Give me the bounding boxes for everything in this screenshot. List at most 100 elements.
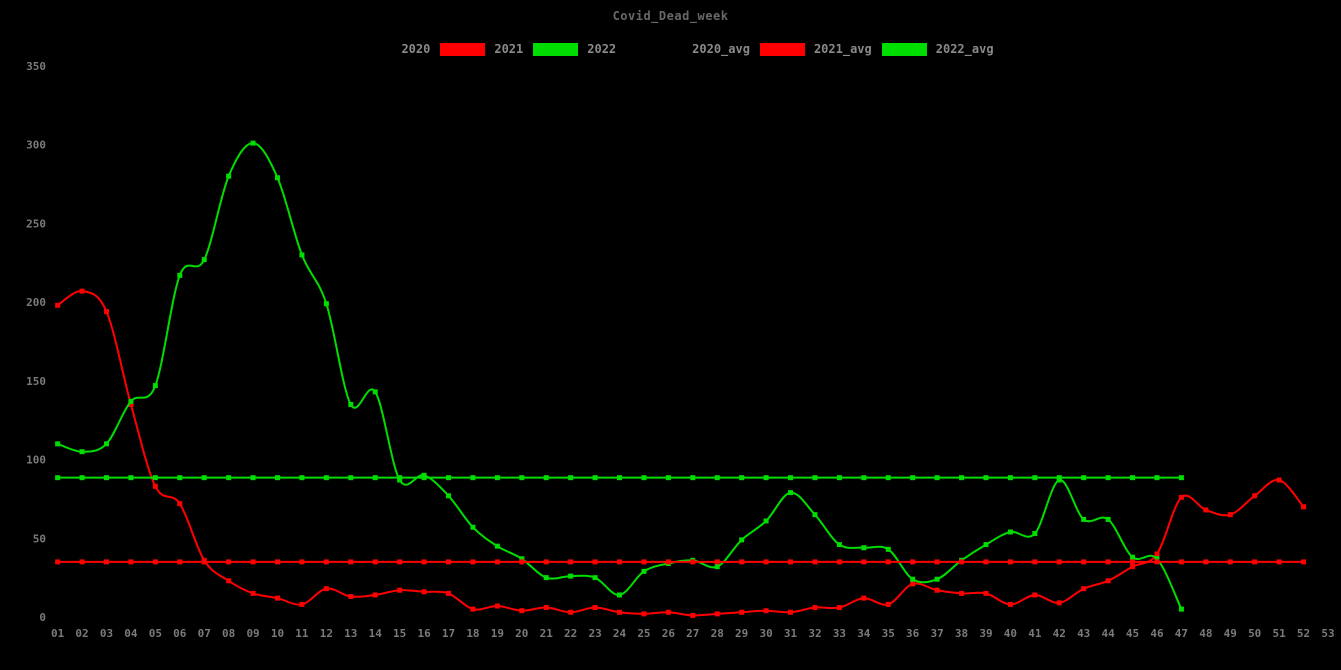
x-tick-label: 46 xyxy=(1150,627,1164,640)
x-tick-label: 49 xyxy=(1224,627,1237,640)
data-point-marker xyxy=(568,573,574,579)
data-point-marker xyxy=(152,475,158,481)
data-point-marker xyxy=(739,609,745,615)
data-point-marker xyxy=(739,537,745,543)
data-point-marker xyxy=(910,475,916,481)
x-tick-label: 30 xyxy=(759,627,772,640)
data-point-marker xyxy=(568,609,574,615)
data-point-marker xyxy=(470,606,476,612)
data-point-marker xyxy=(250,140,256,146)
data-point-marker xyxy=(1252,559,1258,565)
y-tick-label: 0 xyxy=(39,611,46,624)
legend-swatch-2020 xyxy=(347,42,393,56)
data-point-marker xyxy=(690,612,696,618)
data-point-marker xyxy=(543,559,549,565)
x-tick-label: 36 xyxy=(906,627,920,640)
data-point-marker xyxy=(959,590,965,596)
x-tick-label: 09 xyxy=(246,627,259,640)
data-point-marker xyxy=(641,559,647,565)
x-tick-label: 40 xyxy=(1004,627,1017,640)
data-point-marker xyxy=(959,559,965,565)
x-tick-label: 47 xyxy=(1175,627,1188,640)
x-tick-label: 33 xyxy=(833,627,846,640)
data-point-marker xyxy=(568,475,574,481)
data-point-marker xyxy=(201,257,207,263)
data-point-marker xyxy=(470,524,476,530)
data-point-marker xyxy=(690,475,696,481)
data-point-marker xyxy=(543,575,549,581)
data-point-marker xyxy=(421,589,427,595)
data-point-marker xyxy=(519,608,525,614)
data-point-marker xyxy=(1301,559,1307,565)
data-point-marker xyxy=(103,559,109,565)
data-point-marker xyxy=(494,603,500,609)
data-point-marker xyxy=(836,542,842,548)
data-point-marker xyxy=(885,546,891,552)
data-point-marker xyxy=(1252,493,1258,499)
x-tick-label: 12 xyxy=(320,627,333,640)
data-point-marker xyxy=(1178,475,1184,481)
data-point-marker xyxy=(1227,559,1233,565)
x-axis-tick-labels: 01 02 03 04 05 06 07 08 09 10 11 12 13 14 15 16 17 18 19 20… xyxy=(51,627,1335,640)
data-point-marker xyxy=(177,272,183,278)
data-point-marker xyxy=(177,501,183,507)
data-point-marker xyxy=(836,559,842,565)
x-tick-label: 43 xyxy=(1077,627,1090,640)
data-point-marker xyxy=(446,559,452,565)
data-point-marker xyxy=(446,493,452,499)
data-point-marker xyxy=(910,581,916,587)
data-point-marker xyxy=(1227,512,1233,518)
data-point-marker xyxy=(617,592,623,598)
data-point-marker xyxy=(861,595,867,601)
x-tick-label: 53 xyxy=(1321,627,1334,640)
data-point-marker xyxy=(934,576,940,582)
data-point-marker xyxy=(739,475,745,481)
data-point-marker xyxy=(1203,507,1209,513)
data-point-marker xyxy=(592,475,598,481)
x-tick-label: 28 xyxy=(711,627,724,640)
x-tick-label: 13 xyxy=(344,627,357,640)
data-point-marker xyxy=(55,441,61,447)
data-point-marker xyxy=(885,559,891,565)
data-point-marker xyxy=(1130,559,1136,565)
data-point-marker xyxy=(275,475,280,481)
x-tick-label: 15 xyxy=(393,627,406,640)
data-point-marker xyxy=(617,559,623,565)
chart-title: Covid_Dead_week xyxy=(612,9,729,23)
data-point-marker xyxy=(885,601,891,607)
data-point-marker xyxy=(519,556,525,562)
x-tick-label: 50 xyxy=(1248,627,1261,640)
data-point-marker xyxy=(519,475,525,481)
x-tick-label: 39 xyxy=(979,627,992,640)
x-tick-label: 04 xyxy=(124,627,138,640)
data-point-marker xyxy=(788,490,794,496)
data-point-marker xyxy=(1032,559,1038,565)
data-point-marker xyxy=(983,542,989,548)
data-point-marker xyxy=(543,475,549,481)
data-point-marker xyxy=(250,475,256,481)
data-point-marker xyxy=(665,559,671,565)
data-point-marker xyxy=(983,590,989,596)
x-tick-label: 41 xyxy=(1028,627,1042,640)
data-point-marker xyxy=(55,475,61,481)
legend-item-2022: 2022 xyxy=(533,42,616,56)
data-point-marker xyxy=(910,576,916,582)
data-point-marker xyxy=(714,559,720,565)
data-point-marker xyxy=(1154,559,1160,565)
data-point-marker xyxy=(1105,516,1111,522)
y-tick-label: 350 xyxy=(26,60,46,73)
data-point-marker xyxy=(323,475,329,481)
data-point-marker xyxy=(275,175,280,181)
data-point-marker xyxy=(812,512,818,518)
data-point-marker xyxy=(177,475,183,481)
data-point-marker xyxy=(348,594,354,600)
data-point-marker xyxy=(665,609,671,615)
data-point-marker xyxy=(617,475,623,481)
x-tick-label: 22 xyxy=(564,627,577,640)
x-tick-label: 16 xyxy=(417,627,431,640)
data-point-marker xyxy=(55,559,61,565)
x-tick-label: 51 xyxy=(1273,627,1287,640)
data-point-marker xyxy=(1276,559,1282,565)
legend-item-2021: 2021 xyxy=(440,42,523,56)
data-point-marker xyxy=(128,401,134,407)
